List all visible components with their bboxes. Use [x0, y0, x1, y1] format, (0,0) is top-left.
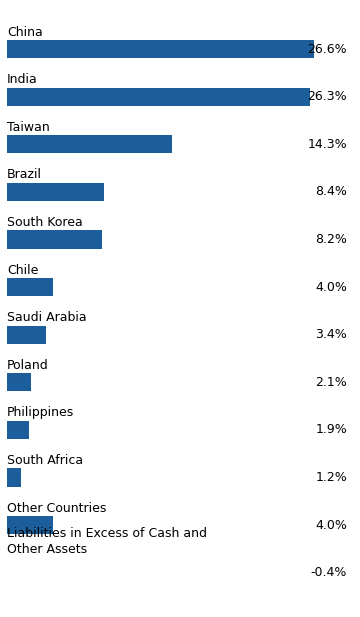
- Text: 26.6%: 26.6%: [307, 43, 347, 56]
- Text: 2.1%: 2.1%: [315, 376, 347, 389]
- Text: India: India: [7, 73, 38, 86]
- Text: South Africa: South Africa: [7, 454, 83, 467]
- Text: 1.9%: 1.9%: [315, 423, 347, 436]
- Bar: [7, 183, 104, 201]
- Bar: [7, 421, 29, 439]
- Bar: [7, 468, 21, 487]
- Text: Liabilities in Excess of Cash and
Other Assets: Liabilities in Excess of Cash and Other …: [7, 527, 207, 556]
- Bar: [7, 135, 172, 153]
- Bar: [7, 88, 310, 106]
- Text: 4.0%: 4.0%: [315, 519, 347, 532]
- Text: Poland: Poland: [7, 359, 49, 372]
- Text: 26.3%: 26.3%: [307, 90, 347, 103]
- Text: South Korea: South Korea: [7, 216, 83, 229]
- Text: 1.2%: 1.2%: [315, 471, 347, 484]
- Bar: [7, 230, 102, 249]
- Bar: [7, 373, 31, 391]
- Text: Brazil: Brazil: [7, 168, 42, 181]
- Text: Chile: Chile: [7, 263, 39, 276]
- Bar: [3, 564, 7, 582]
- Bar: [7, 516, 53, 534]
- Bar: [7, 326, 46, 344]
- Text: Philippines: Philippines: [7, 407, 75, 420]
- Bar: [7, 40, 314, 58]
- Text: 4.0%: 4.0%: [315, 281, 347, 294]
- Text: 14.3%: 14.3%: [307, 138, 347, 151]
- Text: -0.4%: -0.4%: [311, 566, 347, 579]
- Text: 8.4%: 8.4%: [315, 185, 347, 198]
- Text: 3.4%: 3.4%: [315, 328, 347, 341]
- Text: China: China: [7, 25, 43, 38]
- Text: Taiwan: Taiwan: [7, 121, 50, 134]
- Text: Other Countries: Other Countries: [7, 502, 107, 515]
- Text: 8.2%: 8.2%: [315, 233, 347, 246]
- Bar: [7, 278, 53, 296]
- Text: Saudi Arabia: Saudi Arabia: [7, 311, 87, 324]
